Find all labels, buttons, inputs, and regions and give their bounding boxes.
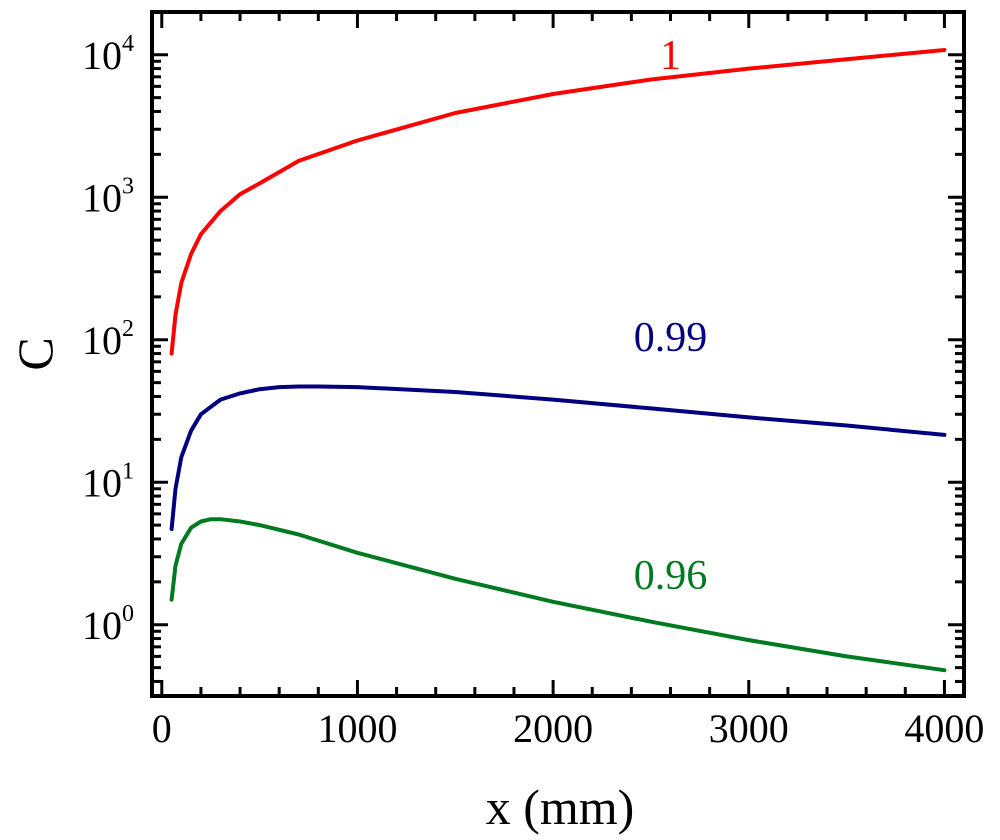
series-label-0-99: 0.99: [634, 315, 708, 361]
x-tick-label: 2000: [513, 706, 593, 751]
y-axis-ticks: 100 101 102 103 104: [82, 31, 964, 683]
x-axis-ticks: 0 1000 2000 3000 4000: [152, 12, 984, 751]
x-tick-label: 4000: [904, 706, 984, 751]
series-label-0-96: 0.96: [634, 553, 708, 599]
x-axis-title: x (mm): [486, 779, 635, 835]
series-group: [169, 48, 947, 673]
y-tick-label: 103: [82, 173, 134, 220]
x-tick-label: 3000: [709, 706, 789, 751]
series-line-0-99: [169, 384, 947, 531]
y-tick-label: 104: [82, 31, 134, 78]
plot-frame: [150, 10, 966, 698]
series-line-1: [169, 48, 947, 356]
x-tick-label: 1000: [317, 706, 397, 751]
series-line-0-96: [169, 517, 947, 673]
y-tick-label: 101: [82, 458, 134, 505]
series-labels: 1 0.99 0.96: [634, 33, 708, 599]
y-axis-title: C: [7, 337, 63, 370]
series-label-1: 1: [660, 33, 681, 79]
y-tick-label: 102: [82, 316, 134, 363]
y-tick-label: 100: [82, 601, 134, 648]
x-tick-label: 0: [152, 706, 172, 751]
